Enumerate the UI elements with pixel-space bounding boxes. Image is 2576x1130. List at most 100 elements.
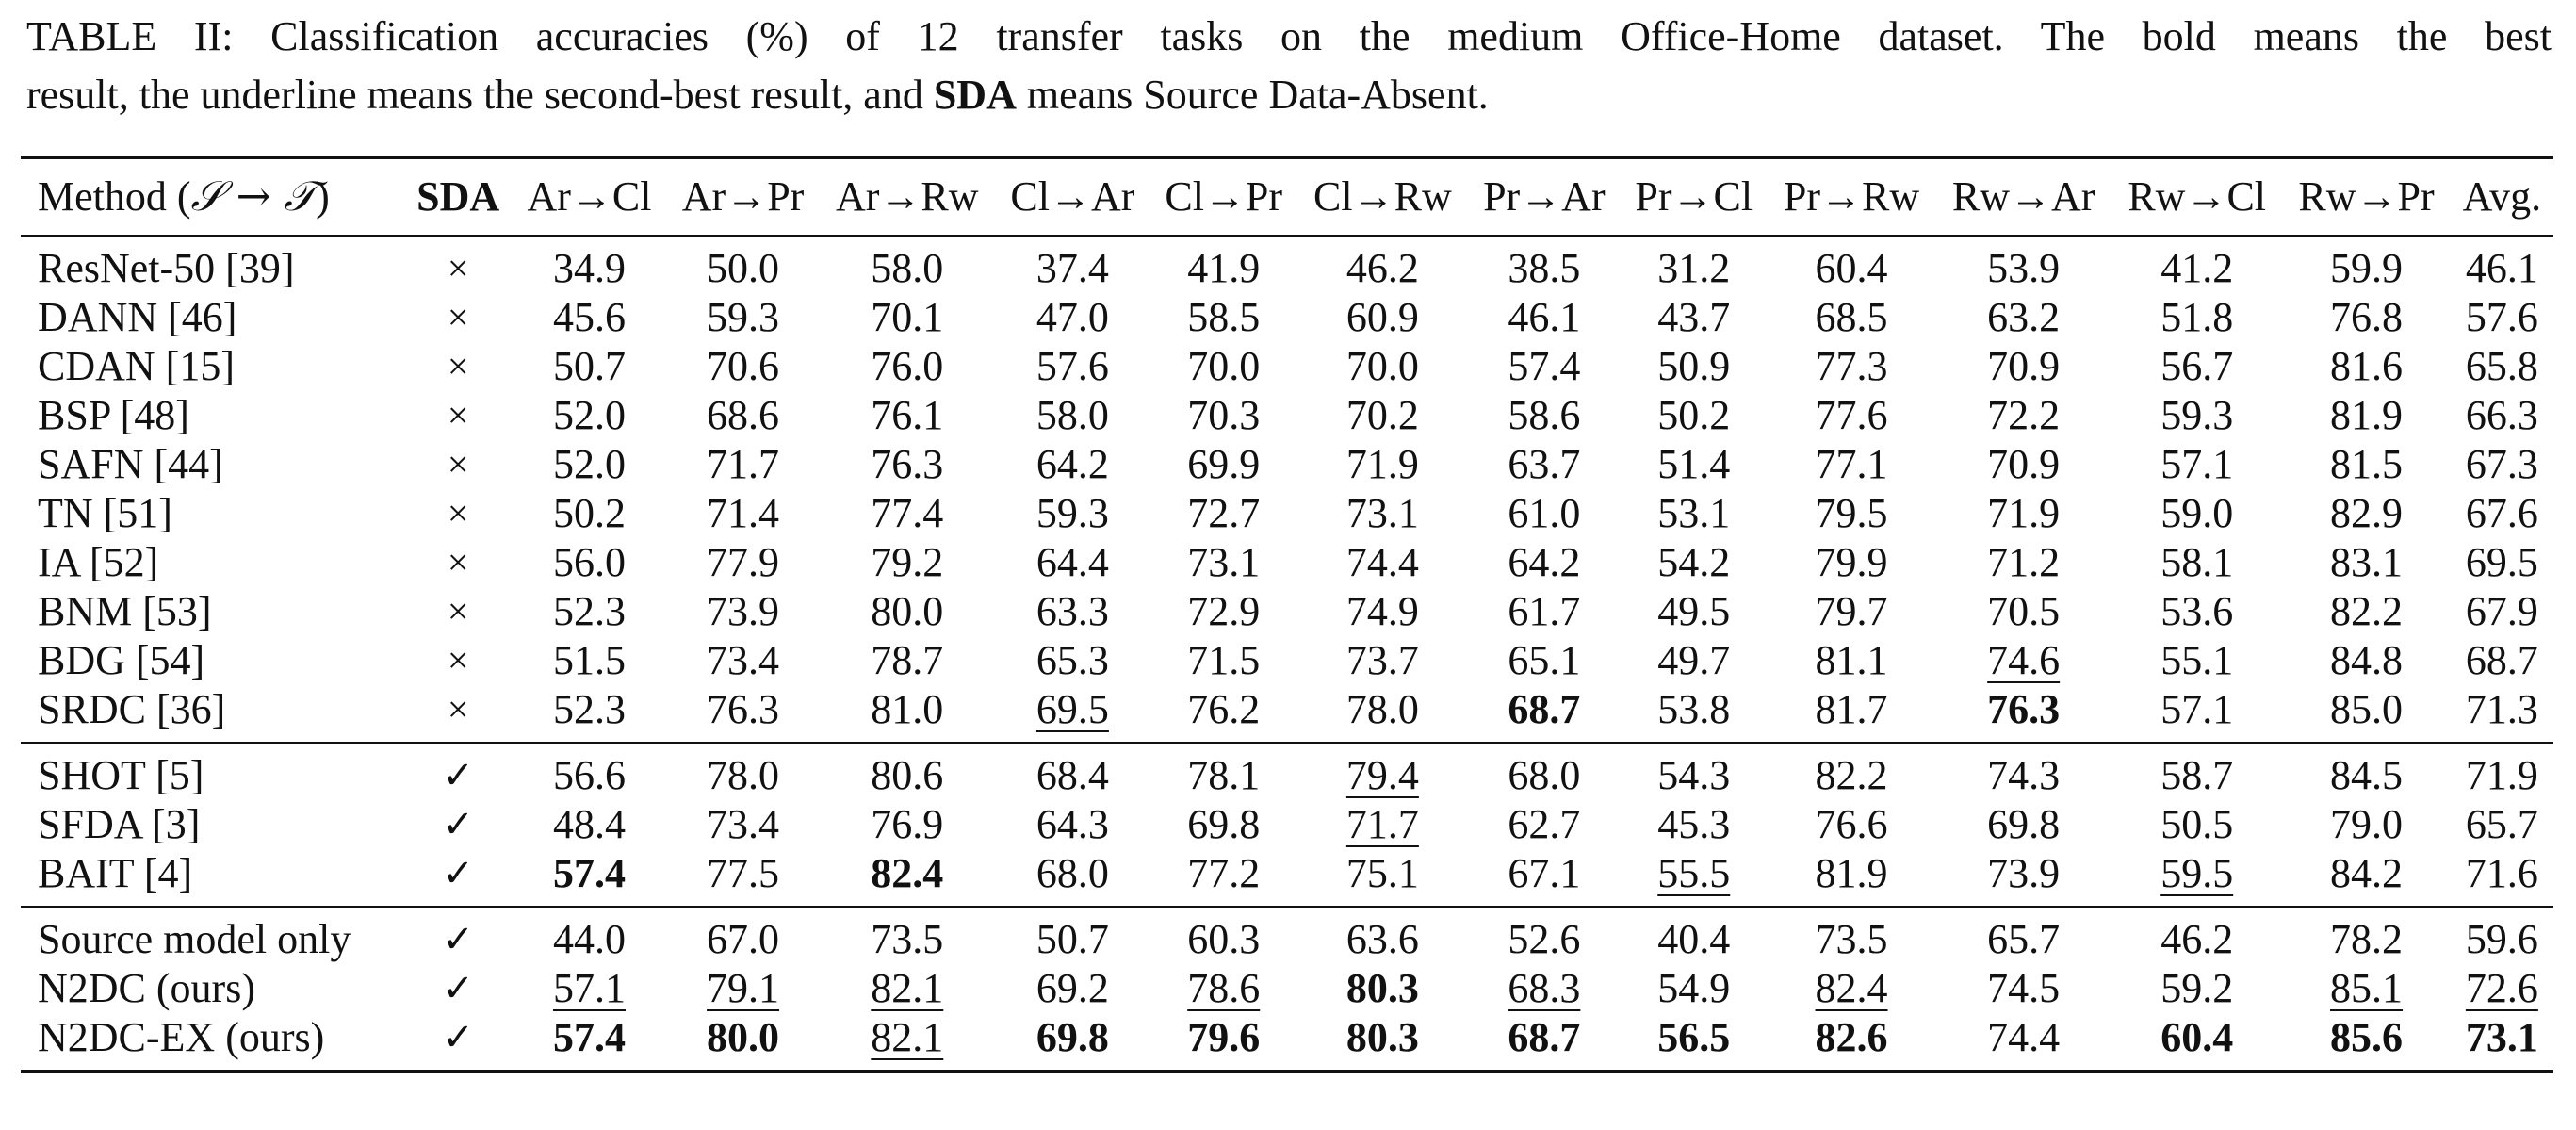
value-cell: 73.5 bbox=[1768, 907, 1935, 964]
value-text: 76.3 bbox=[1987, 686, 2061, 732]
value-cell: 56.7 bbox=[2111, 342, 2282, 391]
value-text: 70.5 bbox=[1987, 588, 2061, 634]
value-text: 65.3 bbox=[1035, 637, 1109, 683]
value-cell: 65.3 bbox=[995, 636, 1149, 685]
value-cell: 68.7 bbox=[1468, 685, 1621, 743]
value-text: 58.1 bbox=[2160, 539, 2234, 585]
value-cell: 58.7 bbox=[2111, 743, 2282, 800]
value-cell: 71.9 bbox=[1935, 489, 2111, 538]
value-cell: 76.9 bbox=[819, 800, 995, 849]
value-cell: 63.7 bbox=[1468, 440, 1621, 489]
value-cell: 82.9 bbox=[2282, 489, 2450, 538]
value-text: 81.0 bbox=[871, 686, 944, 732]
value-cell: 74.4 bbox=[1297, 538, 1468, 587]
value-cell: 55.5 bbox=[1621, 849, 1768, 907]
value-cell: 80.6 bbox=[819, 743, 995, 800]
value-text: 73.9 bbox=[1987, 850, 2061, 896]
value-text: 58.0 bbox=[871, 245, 944, 291]
task-header: Pr→Cl bbox=[1635, 173, 1753, 220]
value-cell: 49.5 bbox=[1621, 587, 1768, 636]
sda-header: SDA bbox=[416, 173, 500, 220]
value-text: 50.2 bbox=[552, 490, 626, 536]
value-cell: 50.2 bbox=[1621, 391, 1768, 440]
value-text: 49.5 bbox=[1657, 588, 1731, 634]
value-cell: 58.0 bbox=[819, 236, 995, 293]
value-text: 45.3 bbox=[1657, 801, 1731, 847]
table-row: N2DC (ours) ✓ 57.1 79.1 82.1 69.2 78.6 80.3 68.3… bbox=[21, 964, 2553, 1013]
value-text: 77.4 bbox=[871, 490, 944, 536]
value-text: 70.9 bbox=[1987, 441, 2061, 487]
value-text: 56.5 bbox=[1657, 1014, 1731, 1060]
value-cell: 69.8 bbox=[1150, 800, 1297, 849]
value-cell: 57.1 bbox=[512, 964, 666, 1013]
value-text: 82.1 bbox=[871, 965, 944, 1011]
value-cell: 63.3 bbox=[995, 587, 1149, 636]
value-text: 72.9 bbox=[1187, 588, 1261, 634]
value-text: 61.0 bbox=[1508, 490, 1581, 536]
value-cell: 81.7 bbox=[1768, 685, 1935, 743]
value-text: 73.4 bbox=[707, 637, 780, 683]
value-text: 81.9 bbox=[1815, 850, 1888, 896]
value-text: 46.1 bbox=[2465, 245, 2538, 291]
value-text: 85.6 bbox=[2330, 1014, 2404, 1060]
value-text: 82.2 bbox=[2330, 588, 2404, 634]
value-cell: 72.7 bbox=[1150, 489, 1297, 538]
value-text: 50.5 bbox=[2160, 801, 2234, 847]
value-cell: 59.3 bbox=[995, 489, 1149, 538]
value-text: 71.7 bbox=[1345, 801, 1419, 847]
value-cell: 82.2 bbox=[1768, 743, 1935, 800]
value-text: 69.8 bbox=[1987, 801, 2061, 847]
value-cell: 73.1 bbox=[2451, 1013, 2553, 1072]
table-row: IA [52] × 56.0 77.9 79.2 64.4 73.1 74.4 64.2 54.2… bbox=[21, 538, 2553, 587]
task-header: Ar→Rw bbox=[836, 173, 979, 220]
value-cell: 81.0 bbox=[819, 685, 995, 743]
value-cell: 50.2 bbox=[512, 489, 666, 538]
value-cell: 59.9 bbox=[2282, 236, 2450, 293]
value-text: 77.3 bbox=[1815, 343, 1888, 389]
value-cell: 54.3 bbox=[1621, 743, 1768, 800]
value-cell: 78.1 bbox=[1150, 743, 1297, 800]
value-cell: 46.2 bbox=[2111, 907, 2282, 964]
value-cell: 70.0 bbox=[1297, 342, 1468, 391]
value-text: 60.3 bbox=[1187, 916, 1261, 962]
value-cell: 57.4 bbox=[1468, 342, 1621, 391]
value-text: 73.4 bbox=[707, 801, 780, 847]
value-cell: 56.0 bbox=[512, 538, 666, 587]
value-text: 57.4 bbox=[1508, 343, 1581, 389]
value-text: 58.5 bbox=[1187, 294, 1261, 340]
value-cell: 76.0 bbox=[819, 342, 995, 391]
value-text: 72.6 bbox=[2465, 965, 2538, 1011]
value-cell: 77.9 bbox=[667, 538, 820, 587]
caption-line-2: result, the underline means the second-b… bbox=[26, 66, 2552, 124]
method-cell: BDG [54] bbox=[38, 637, 205, 683]
value-cell: 82.1 bbox=[819, 1013, 995, 1072]
value-text: 64.3 bbox=[1035, 801, 1109, 847]
method-cell: BNM [53] bbox=[38, 588, 212, 634]
value-cell: 73.9 bbox=[667, 587, 820, 636]
value-text: 79.6 bbox=[1187, 1014, 1261, 1060]
value-cell: 54.9 bbox=[1621, 964, 1768, 1013]
value-text: 73.5 bbox=[871, 916, 944, 962]
value-cell: 76.1 bbox=[819, 391, 995, 440]
task-header: Cl→Rw bbox=[1313, 173, 1452, 220]
value-text: 59.3 bbox=[2160, 392, 2234, 438]
task-header: Ar→Cl bbox=[527, 173, 652, 220]
value-text: 71.3 bbox=[2465, 686, 2538, 732]
value-text: 63.2 bbox=[1987, 294, 2061, 340]
value-text: 82.1 bbox=[871, 1014, 944, 1060]
value-text: 71.7 bbox=[707, 441, 780, 487]
value-cell: 57.6 bbox=[2451, 293, 2553, 342]
value-text: 75.1 bbox=[1345, 850, 1419, 896]
value-text: 59.5 bbox=[2160, 850, 2234, 896]
value-cell: 80.0 bbox=[819, 587, 995, 636]
value-cell: 59.6 bbox=[2451, 907, 2553, 964]
value-text: 50.7 bbox=[1035, 916, 1109, 962]
value-text: 73.9 bbox=[707, 588, 780, 634]
method-cell: CDAN [15] bbox=[38, 343, 235, 389]
value-text: 50.7 bbox=[552, 343, 626, 389]
value-text: 79.2 bbox=[871, 539, 944, 585]
value-cell: 71.5 bbox=[1150, 636, 1297, 685]
method-cell: N2DC (ours) bbox=[38, 965, 255, 1011]
value-text: 71.2 bbox=[1987, 539, 2061, 585]
